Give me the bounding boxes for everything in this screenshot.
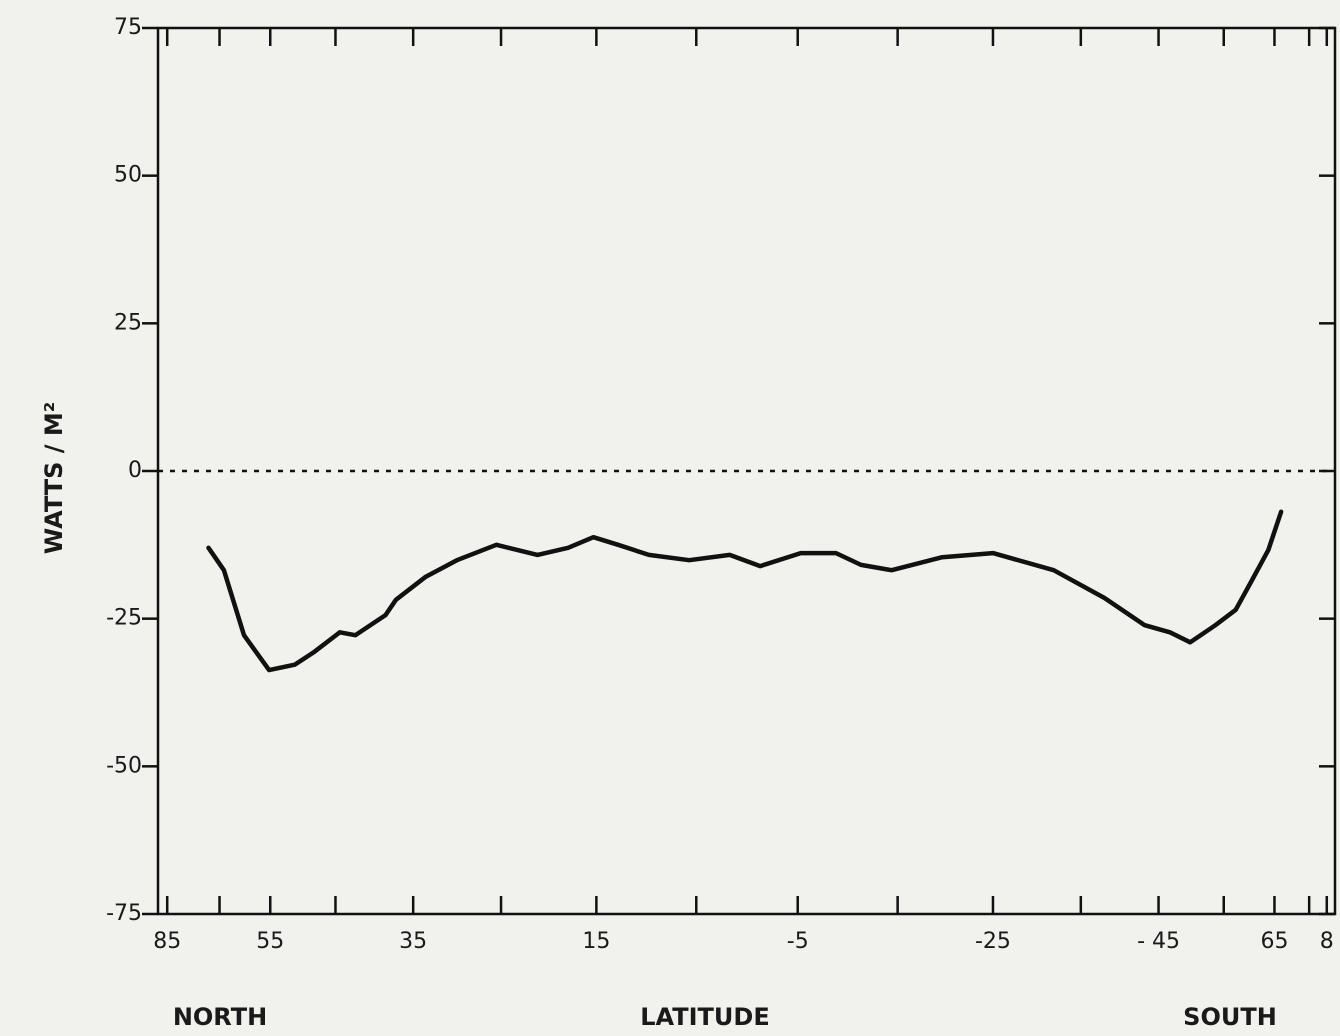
x-tick-label: 85 [153,929,181,954]
x-tick-label: 65 [1260,929,1288,954]
y-tick-label: -50 [106,753,142,778]
south-label: SOUTH [1183,1003,1277,1031]
y-tick-label: 0 [128,458,142,483]
x-tick-label: 55 [256,929,284,954]
y-tick-label: 50 [114,163,142,188]
x-tick-label: -25 [975,929,1011,954]
y-tick-label: 25 [114,310,142,335]
x-tick-label: 35 [399,929,427,954]
y-tick-label: -75 [106,901,142,926]
x-tick-label: 8 [1320,929,1334,954]
x-tick-label: 15 [582,929,610,954]
north-label: NORTH [173,1003,267,1031]
y-tick-label: -25 [106,606,142,631]
x-tick-label: -5 [787,929,809,954]
x-tick-label: - 45 [1137,929,1180,954]
y-axis-label: WATTS / M² [40,402,68,555]
y-tick-label: 75 [114,15,142,40]
x-axis-label: LATITUDE [640,1003,769,1031]
data-line [206,509,1284,673]
